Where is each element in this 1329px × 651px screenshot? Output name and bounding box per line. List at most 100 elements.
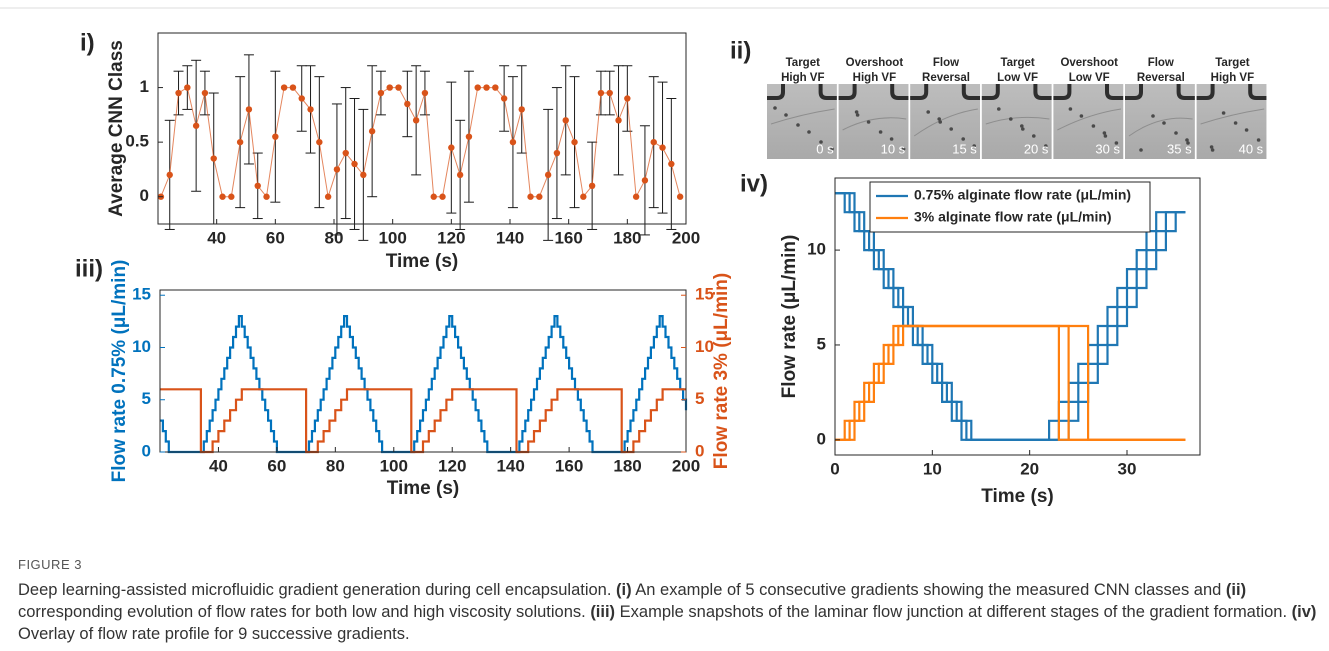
y-tick-label: 0.5 bbox=[125, 132, 149, 151]
plot-frame bbox=[157, 32, 687, 225]
y-tick-label: 5 bbox=[817, 334, 826, 353]
data-point bbox=[272, 133, 279, 140]
cell bbox=[1244, 128, 1249, 132]
data-point bbox=[263, 193, 270, 200]
data-point bbox=[254, 182, 261, 189]
channel-wall bbox=[1033, 84, 1052, 100]
data-point bbox=[166, 171, 173, 179]
snapshot bbox=[1053, 84, 1125, 159]
data-point bbox=[456, 171, 464, 179]
cell bbox=[1079, 114, 1084, 118]
x-tick-label: 120 bbox=[437, 228, 465, 247]
cell bbox=[796, 123, 800, 127]
data-point bbox=[316, 138, 323, 146]
laminar-interface bbox=[913, 108, 978, 137]
data-point bbox=[465, 133, 473, 140]
snapshot bbox=[1196, 84, 1268, 159]
data-point bbox=[492, 84, 499, 91]
data-point bbox=[474, 84, 481, 91]
data-point bbox=[210, 155, 217, 162]
data-point bbox=[624, 95, 631, 102]
legend-label: 0.75% alginate flow rate (μL/min) bbox=[914, 187, 1131, 203]
legend-box bbox=[869, 181, 1151, 233]
caption-text: (iii) bbox=[590, 603, 616, 621]
cell bbox=[784, 113, 788, 117]
x-tick-label: 80 bbox=[325, 228, 344, 247]
y2-tick-label: 5 bbox=[695, 389, 704, 408]
laminar-interface bbox=[1200, 108, 1265, 125]
data-point bbox=[298, 95, 305, 102]
cell bbox=[854, 110, 859, 114]
data-point bbox=[386, 84, 393, 91]
cell bbox=[1139, 148, 1143, 152]
y-axis-label: Flow rate (μL/min) bbox=[779, 235, 800, 399]
x-tick-label: 180 bbox=[613, 228, 641, 247]
caption: Deep learning-assisted microfluidic grad… bbox=[18, 579, 1318, 645]
data-point bbox=[184, 84, 191, 91]
y-tick-label: 15 bbox=[132, 285, 151, 304]
cell bbox=[1044, 144, 1048, 148]
laminar-interface bbox=[1128, 117, 1193, 137]
x-tick-label: 140 bbox=[496, 228, 524, 247]
x-tick-label: 160 bbox=[554, 228, 582, 247]
cell bbox=[926, 110, 930, 114]
caption-text: corresponding evolution of flow rates fo… bbox=[18, 603, 591, 621]
cell bbox=[1020, 124, 1024, 128]
snapshot-time: 35 s bbox=[1167, 141, 1192, 156]
data-point bbox=[333, 166, 341, 173]
snapshot-time: 30 s bbox=[1095, 141, 1120, 156]
data-point bbox=[536, 193, 543, 200]
snapshot-time: 40 s bbox=[1239, 141, 1264, 156]
y2-tick-label: 10 bbox=[695, 337, 714, 356]
channel-wall bbox=[910, 84, 929, 100]
x-tick-label: 60 bbox=[267, 456, 286, 475]
data-point bbox=[562, 117, 569, 124]
y-axis-label: Flow rate 0.75% (μL/min) bbox=[109, 260, 130, 483]
y-tick-label: 0 bbox=[817, 429, 826, 448]
data-point bbox=[368, 128, 376, 135]
cell bbox=[855, 113, 860, 117]
caption-text: (i) bbox=[616, 581, 632, 599]
cell bbox=[878, 130, 883, 134]
snapshot bbox=[910, 84, 982, 159]
x-tick-label: 160 bbox=[555, 456, 583, 475]
data-point bbox=[360, 171, 367, 179]
data-point bbox=[544, 171, 552, 179]
data-point bbox=[509, 138, 517, 146]
snapshot-label: Target bbox=[1215, 57, 1249, 69]
cell bbox=[1221, 111, 1226, 115]
cell bbox=[1021, 127, 1025, 131]
cell bbox=[1091, 124, 1096, 128]
cell bbox=[972, 144, 976, 148]
data-point bbox=[395, 84, 402, 91]
cell bbox=[1032, 134, 1036, 138]
series-line bbox=[835, 192, 1186, 441]
snapshot-time: 10 s bbox=[881, 141, 906, 156]
snapshot-label: Flow bbox=[933, 57, 959, 69]
data-point bbox=[518, 106, 525, 113]
cell bbox=[1151, 114, 1155, 118]
data-point bbox=[676, 193, 684, 200]
data-point bbox=[439, 193, 446, 200]
cell bbox=[901, 147, 906, 151]
data-point bbox=[421, 89, 429, 97]
y-tick-label: 0 bbox=[142, 441, 151, 460]
data-point bbox=[201, 89, 209, 97]
snapshot-label: Target bbox=[786, 57, 820, 69]
y-tick-label: 10 bbox=[132, 337, 151, 356]
y-tick-label: 1 bbox=[140, 77, 149, 96]
x-tick-label: 100 bbox=[380, 456, 408, 475]
channel-wall bbox=[961, 84, 981, 100]
x-tick-label: 20 bbox=[1020, 459, 1039, 478]
snapshot-label: Target bbox=[1000, 57, 1034, 69]
cell bbox=[1174, 131, 1178, 135]
data-point bbox=[659, 144, 666, 151]
laminar-interface bbox=[770, 108, 835, 125]
caption-text: (iv) bbox=[1291, 603, 1317, 621]
data-point bbox=[483, 84, 490, 91]
data-point bbox=[228, 193, 235, 200]
cell bbox=[866, 120, 871, 124]
cell bbox=[1185, 138, 1189, 142]
caption-text: Example snapshots of the laminar flow ju… bbox=[615, 603, 1292, 621]
